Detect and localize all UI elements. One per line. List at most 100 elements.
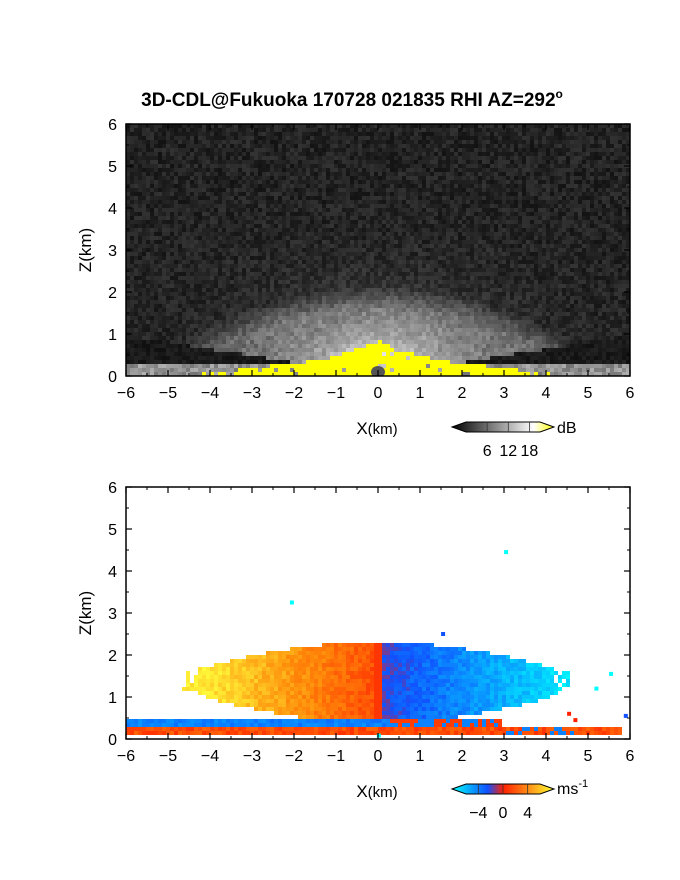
backscatter-cell	[202, 236, 206, 240]
backscatter-cell	[446, 264, 450, 268]
backscatter-cell	[418, 232, 422, 236]
backscatter-cell	[354, 180, 358, 184]
backscatter-cell	[370, 236, 374, 240]
backscatter-cell	[442, 212, 446, 216]
backscatter-cell	[414, 176, 418, 180]
backscatter-cell	[154, 236, 158, 240]
backscatter-cell	[622, 244, 626, 248]
backscatter-cell	[230, 156, 234, 160]
backscatter-cell	[238, 200, 242, 204]
backscatter-cell	[366, 216, 370, 220]
backscatter-cell	[382, 168, 386, 172]
backscatter-cell	[202, 212, 206, 216]
backscatter-cell	[334, 276, 338, 280]
backscatter-cell	[490, 216, 494, 220]
backscatter-cell	[270, 228, 274, 232]
backscatter-cell	[414, 152, 418, 156]
backscatter-cell	[314, 212, 318, 216]
backscatter-cell	[210, 172, 214, 176]
backscatter-cell	[542, 168, 546, 172]
backscatter-cell	[410, 144, 414, 148]
backscatter-cell	[182, 244, 186, 248]
backscatter-cell	[238, 184, 242, 188]
backscatter-cell	[358, 136, 362, 140]
backscatter-cell	[550, 188, 554, 192]
backscatter-cell	[126, 252, 130, 256]
backscatter-cell	[546, 228, 550, 232]
backscatter-cell	[586, 168, 590, 172]
backscatter-cell	[442, 240, 446, 244]
backscatter-cell	[238, 260, 242, 264]
backscatter-cell	[470, 152, 474, 156]
backscatter-cell	[478, 164, 482, 168]
backscatter-cell	[426, 144, 430, 148]
backscatter-cell	[606, 260, 610, 264]
backscatter-cell	[222, 192, 226, 196]
backscatter-cell	[170, 280, 174, 284]
backscatter-cell	[474, 272, 478, 276]
backscatter-cell	[406, 264, 410, 268]
backscatter-cell	[578, 204, 582, 208]
backscatter-cell	[174, 188, 178, 192]
backscatter-cell	[446, 152, 450, 156]
backscatter-cell	[378, 176, 382, 180]
backscatter-cell	[302, 280, 306, 284]
backscatter-cell	[226, 276, 230, 280]
backscatter-cell	[502, 240, 506, 244]
backscatter-cell	[434, 124, 438, 128]
backscatter-cell	[170, 200, 174, 204]
backscatter-cell	[586, 208, 590, 212]
backscatter-cell	[518, 256, 522, 260]
backscatter-cell	[446, 196, 450, 200]
backscatter-cell	[126, 280, 130, 284]
backscatter-cell	[406, 212, 410, 216]
backscatter-cell	[502, 216, 506, 220]
backscatter-cell	[406, 132, 410, 136]
backscatter-cell	[166, 148, 170, 152]
backscatter-cell	[254, 216, 258, 220]
backscatter-cell	[126, 232, 130, 236]
backscatter-cell	[342, 140, 346, 144]
backscatter-cell	[466, 216, 470, 220]
backscatter-cell	[530, 172, 534, 176]
backscatter-cell	[206, 224, 210, 228]
backscatter-cell	[590, 216, 594, 220]
backscatter-cell	[218, 192, 222, 196]
backscatter-cell	[394, 248, 398, 252]
title-text: 3D-CDL@Fukuoka 170728 021835 RHI AZ=292	[141, 90, 555, 111]
backscatter-cell	[306, 248, 310, 252]
backscatter-cell	[322, 260, 326, 264]
backscatter-cell	[230, 256, 234, 260]
backscatter-cell	[582, 164, 586, 168]
backscatter-cell	[430, 236, 434, 240]
backscatter-cell	[198, 224, 202, 228]
backscatter-cell	[478, 152, 482, 156]
backscatter-cell	[418, 192, 422, 196]
backscatter-cell	[398, 144, 402, 148]
backscatter-cell	[570, 276, 574, 280]
backscatter-cell	[346, 264, 350, 268]
backscatter-cell	[254, 236, 258, 240]
backscatter-cell	[234, 136, 238, 140]
backscatter-cell	[134, 220, 138, 224]
backscatter-cell	[494, 128, 498, 132]
backscatter-cell	[262, 212, 266, 216]
backscatter-cell	[438, 180, 442, 184]
backscatter-cell	[550, 124, 554, 128]
backscatter-cell	[174, 236, 178, 240]
backscatter-cell	[294, 208, 298, 212]
backscatter-cell	[206, 228, 210, 232]
backscatter-cell	[594, 160, 598, 164]
backscatter-cell	[210, 264, 214, 268]
backscatter-cell	[334, 156, 338, 160]
backscatter-cell	[554, 196, 558, 200]
backscatter-cell	[174, 156, 178, 160]
backscatter-cell	[246, 272, 250, 276]
backscatter-cell	[130, 196, 134, 200]
backscatter-cell	[370, 196, 374, 200]
backscatter-cell	[406, 180, 410, 184]
backscatter-cell	[614, 256, 618, 260]
backscatter-cell	[222, 264, 226, 268]
backscatter-cell	[342, 188, 346, 192]
backscatter-cell	[482, 208, 486, 212]
